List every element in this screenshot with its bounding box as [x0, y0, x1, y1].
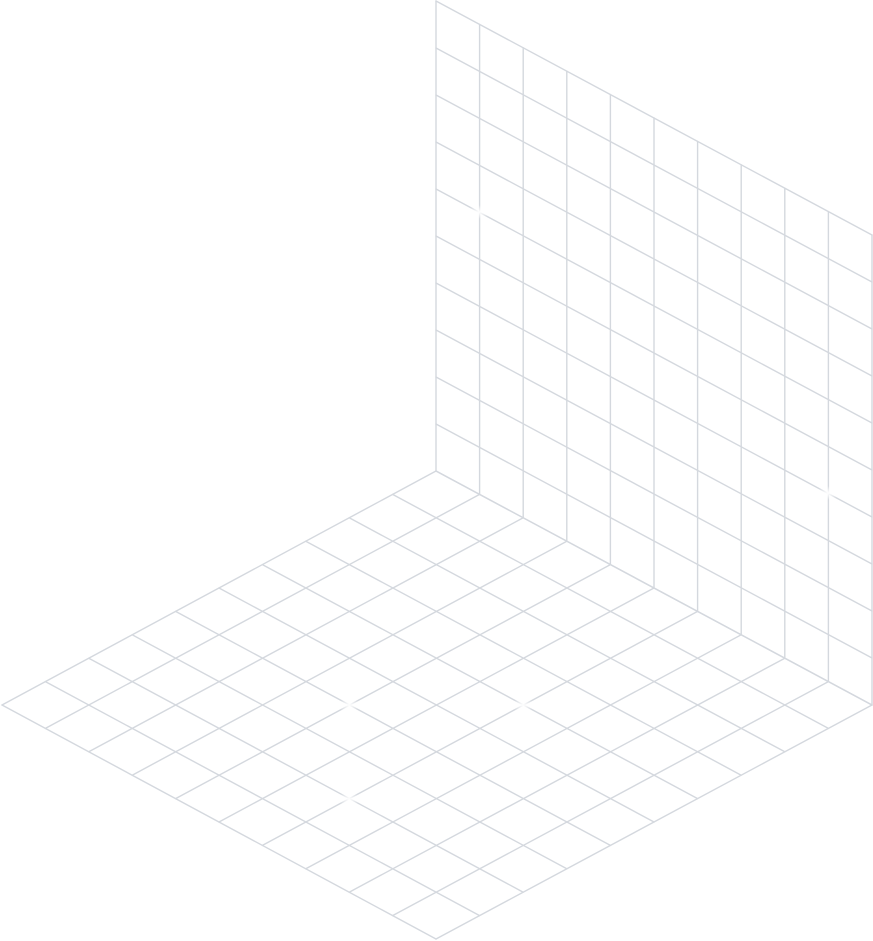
wall-grid-line — [435, 235, 873, 471]
wall-grid-line — [435, 282, 873, 518]
floor-grid-line — [174, 563, 612, 800]
floor-grid-line — [44, 493, 481, 730]
wall-grid-line — [435, 188, 873, 424]
floor-grid-line — [261, 610, 699, 847]
wall-grid-line — [435, 0, 873, 236]
floor-grid-line — [305, 634, 742, 870]
floor-grid-line — [218, 587, 655, 823]
floor-grid-line — [1, 470, 437, 706]
floor-grid-line — [348, 657, 786, 893]
floor-grid-line — [131, 540, 568, 776]
floor-grid-line — [435, 704, 873, 940]
wall-grid-line — [435, 376, 873, 612]
wall-grid-line — [435, 329, 873, 565]
wall-grid-line — [435, 423, 873, 659]
wall-grid-line — [435, 141, 873, 377]
floor-grid-line — [391, 680, 830, 917]
floor-grid — [1, 470, 873, 940]
wall-grid-line — [435, 94, 873, 330]
floor-grid-line — [88, 517, 524, 753]
wall-grid-line — [435, 47, 873, 283]
